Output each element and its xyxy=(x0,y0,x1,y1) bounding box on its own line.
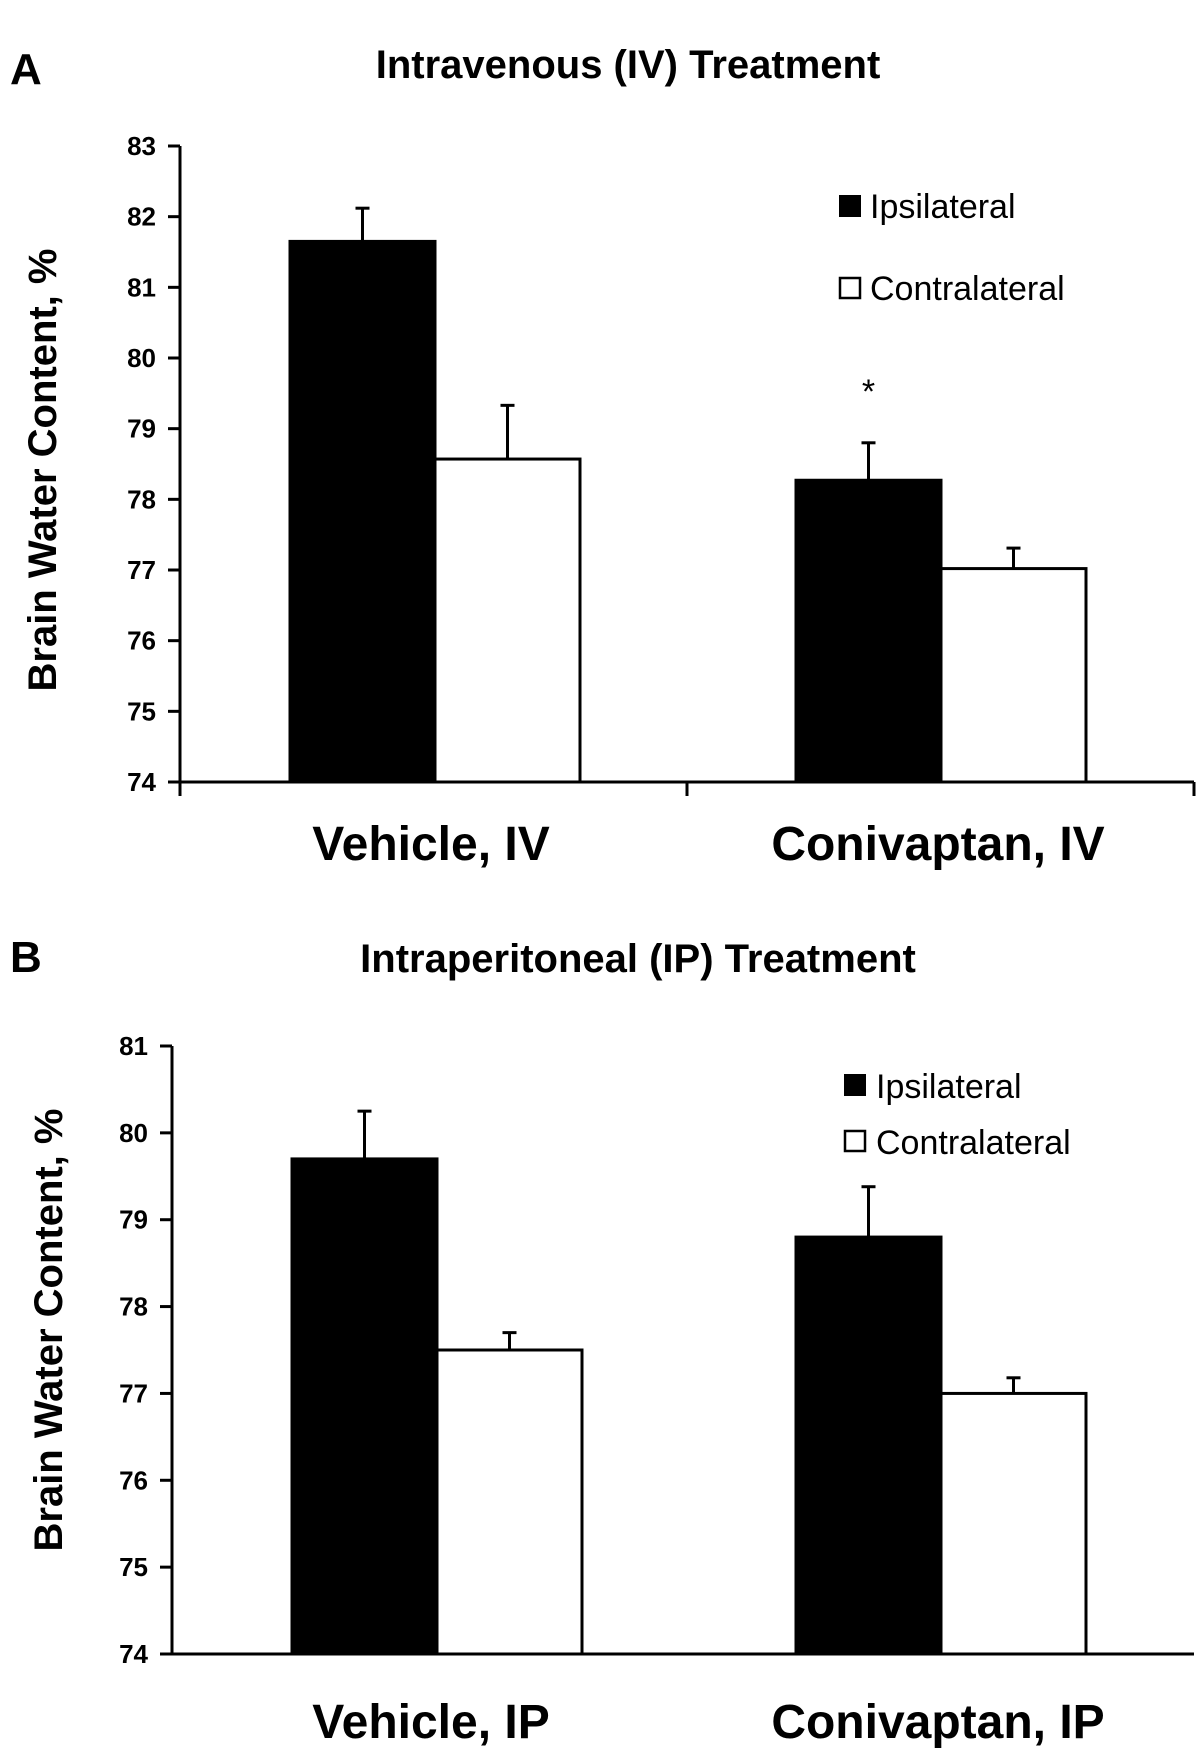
panel-b-title: Intraperitoneal (IP) Treatment xyxy=(360,937,916,981)
y-tick-label: 74 xyxy=(127,767,156,797)
bar-ipsilateral xyxy=(290,1157,439,1656)
y-tick-label: 80 xyxy=(127,343,156,373)
y-tick-label: 79 xyxy=(119,1205,148,1235)
category-label: Vehicle, IP xyxy=(312,1696,549,1749)
bar-contralateral xyxy=(435,1348,584,1656)
y-tick-label: 75 xyxy=(127,696,156,726)
legend-label-contralateral: Contralateral xyxy=(876,1124,1071,1162)
category-label: Conivaptan, IP xyxy=(771,1696,1104,1749)
significance-marker: * xyxy=(862,373,875,411)
y-tick-label: 78 xyxy=(127,484,156,514)
legend-label-contralateral: Contralateral xyxy=(870,270,1065,308)
y-tick-label: 81 xyxy=(119,1031,148,1061)
y-tick-label: 76 xyxy=(119,1465,148,1495)
panel-a-letter: A xyxy=(10,45,42,94)
y-tick-label: 75 xyxy=(119,1552,148,1582)
panel-a-plot: 74 75 76 77 78 79 80 81 82 83 Vehicle, IV * Conivapt… xyxy=(127,131,1196,871)
panel-b-letter: B xyxy=(10,933,42,982)
panel-a-ylabel: Brain Water Content, % xyxy=(21,249,65,692)
y-tick-label: 83 xyxy=(127,131,156,161)
y-tick-label: 80 xyxy=(119,1118,148,1148)
bar-ipsilateral xyxy=(794,478,943,784)
panel-b-ylabel: Brain Water Content, % xyxy=(27,1109,71,1552)
legend-swatch-contralateral xyxy=(838,276,862,300)
panel-a: A Intravenous (IV) Treatment Brain Water… xyxy=(10,43,1196,871)
legend-swatch-contralateral xyxy=(843,1129,867,1153)
legend-swatch-ipsilateral xyxy=(844,1074,866,1096)
legend-swatch-ipsilateral xyxy=(839,195,861,217)
legend-label-ipsilateral: Ipsilateral xyxy=(876,1068,1022,1106)
y-tick-label: 82 xyxy=(127,202,156,232)
category-label: Conivaptan, IV xyxy=(771,818,1104,871)
legend-label-ipsilateral: Ipsilateral xyxy=(870,188,1016,226)
panel-b-legend: Ipsilateral Contralateral xyxy=(843,1068,1071,1162)
bar-ipsilateral xyxy=(794,1235,943,1656)
category-label: Vehicle, IV xyxy=(312,818,549,871)
panel-a-legend: Ipsilateral Contralateral xyxy=(838,188,1065,308)
panel-b-plot: 74 75 76 77 78 79 80 81 Vehicle, IP Conivaptan, I… xyxy=(119,1031,1194,1749)
y-tick-label: 81 xyxy=(127,272,156,302)
bar-ipsilateral xyxy=(288,239,437,784)
y-tick-label: 76 xyxy=(127,626,156,656)
y-tick-label: 79 xyxy=(127,414,156,444)
y-tick-label: 74 xyxy=(119,1639,148,1669)
panel-a-title: Intravenous (IV) Treatment xyxy=(376,43,881,87)
bar-contralateral xyxy=(433,457,582,784)
bar-contralateral xyxy=(939,1391,1088,1656)
y-tick-label: 77 xyxy=(119,1378,148,1408)
y-tick-label: 78 xyxy=(119,1292,148,1322)
panel-b: B Intraperitoneal (IP) Treatment Brain W… xyxy=(10,933,1194,1749)
bar-contralateral xyxy=(939,567,1088,784)
y-tick-label: 77 xyxy=(127,555,156,585)
